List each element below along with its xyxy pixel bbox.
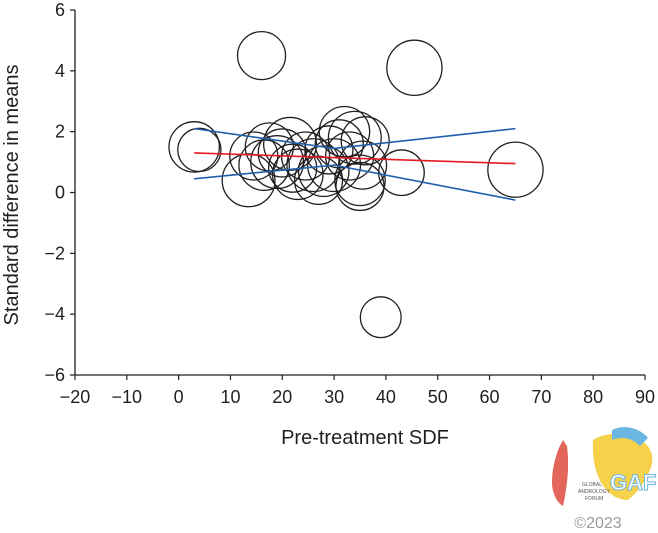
regression-line <box>194 152 516 165</box>
data-point <box>236 30 287 81</box>
x-tick-label: 70 <box>531 387 551 407</box>
data-point <box>337 140 388 190</box>
logo-line-andrology: ANDROLOGY <box>578 489 611 495</box>
data-point <box>267 143 318 193</box>
data-point <box>378 149 425 197</box>
data-point <box>334 154 386 207</box>
logo-africa-shape <box>552 440 569 506</box>
data-point <box>359 296 402 339</box>
data-point <box>177 127 222 173</box>
copyright-text: ©2023 <box>574 515 621 532</box>
data-point <box>318 105 371 158</box>
confidence-lower-line <box>194 164 516 201</box>
y-axis-label: Standard difference in means <box>1 65 23 326</box>
logo-globe-shape <box>612 427 648 446</box>
x-tick-label: 10 <box>220 387 240 407</box>
x-tick-label: 80 <box>583 387 603 407</box>
y-tick-label: 2 <box>55 122 65 142</box>
gaf-logo: GLOBAL ANDROLOGY FORUM GAF ©2023 <box>552 427 657 532</box>
data-point <box>327 110 382 165</box>
data-point <box>168 121 221 173</box>
x-tick-label: 0 <box>174 387 184 407</box>
y-tick-label: 4 <box>55 61 65 81</box>
data-point <box>271 148 324 201</box>
x-tick-label: −20 <box>60 387 91 407</box>
y-tick-label: 6 <box>55 0 65 20</box>
data-point <box>340 116 390 166</box>
x-tick-label: 20 <box>272 387 292 407</box>
data-point <box>487 141 544 198</box>
confidence-upper-line <box>194 127 516 150</box>
data-point <box>307 138 362 193</box>
x-ticks: −20 −10 0 10 20 30 40 50 60 70 80 90 <box>60 375 655 407</box>
logo-line-forum: FORUM <box>585 496 603 502</box>
data-point <box>304 125 354 175</box>
logo-mark: GAF <box>610 470 656 495</box>
x-tick-label: 40 <box>376 387 396 407</box>
x-tick-label: 60 <box>480 387 500 407</box>
x-tick-label: 30 <box>324 387 344 407</box>
y-tick-label: −2 <box>44 243 65 263</box>
data-point <box>386 39 443 97</box>
data-point <box>221 153 276 208</box>
y-ticks: −6 −4 −2 0 2 4 6 <box>44 0 75 385</box>
logo-asia-shape <box>592 434 653 500</box>
x-tick-label: 90 <box>635 387 655 407</box>
data-points <box>168 30 544 339</box>
fit-lines <box>194 127 516 201</box>
logo-line-global: GLOBAL <box>582 482 602 488</box>
y-tick-label: −6 <box>44 365 65 385</box>
y-tick-label: −4 <box>44 304 65 324</box>
x-tick-label: −10 <box>112 387 143 407</box>
y-tick-label: 0 <box>55 183 65 203</box>
x-axis-label: Pre-treatment SDF <box>281 427 449 449</box>
x-tick-label: 50 <box>428 387 448 407</box>
